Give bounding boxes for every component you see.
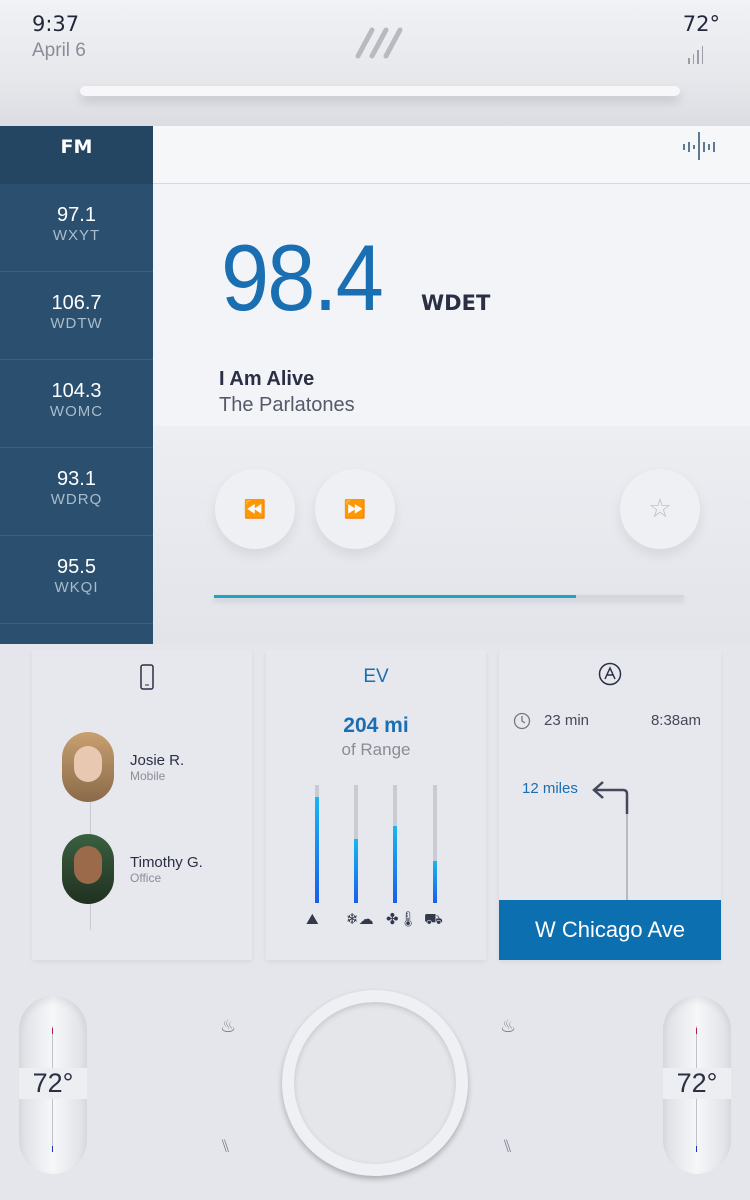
arrival-time: 8:38am [650, 712, 701, 729]
contact-type: Mobile [130, 768, 166, 783]
rear-defrost-icon[interactable]: ♨ [500, 1016, 517, 1037]
radio-panel: FM 97.1 WXYT 106.7 WDTW 104.3 WOMC 93.1 WDRQ… [0, 126, 750, 644]
weather-icon: ❄☁ [346, 910, 374, 928]
band-label[interactable]: FM [0, 126, 153, 184]
clock-icon [513, 712, 531, 730]
turn-left-icon [592, 781, 629, 900]
climate-knob[interactable] [282, 990, 468, 1176]
preset-call: WOMC [49, 403, 104, 420]
outside-temperature: 72° [682, 12, 720, 36]
progress-fill [214, 595, 576, 598]
divider [80, 86, 680, 96]
front-defrost-icon[interactable]: ♨ [220, 1016, 237, 1037]
preset-call: WKQI [54, 579, 99, 596]
favorite-button[interactable]: ☆ [620, 469, 700, 549]
phone-card: Josie R. Mobile Timothy G. Office [32, 650, 252, 960]
contact-name: Timothy G. [130, 853, 203, 871]
fast-forward-icon: ⏩ [343, 498, 367, 520]
range-bar [315, 785, 319, 903]
avatar [62, 834, 114, 904]
preset-call: WDRQ [50, 491, 103, 508]
range-label: of Range [341, 740, 411, 759]
trip-duration: 23 min [544, 712, 590, 729]
right-temperature: 72° [663, 1068, 731, 1099]
range-bar-fill [393, 826, 397, 903]
current-station: WDET [421, 291, 491, 315]
preset-item[interactable]: 93.1 WDRQ [0, 448, 153, 536]
range-bar [393, 785, 397, 903]
fast-forward-button[interactable]: ⏩ [315, 469, 395, 549]
progress-bar[interactable] [214, 595, 684, 598]
car-icon: ⛟ [424, 910, 443, 928]
preset-list: FM 97.1 WXYT 106.7 WDTW 104.3 WOMC 93.1 WDRQ… [0, 126, 153, 644]
audio-wave-icon[interactable] [682, 132, 718, 160]
song-title: I Am Alive [219, 368, 315, 390]
rewind-icon: ⏪ [243, 498, 267, 520]
star-icon: ☆ [648, 494, 672, 524]
range-bar-fill [315, 796, 319, 903]
current-frequency: 98.4 [220, 225, 384, 330]
contact-item[interactable]: Timothy G. Office [62, 834, 203, 904]
navigation-icon[interactable] [598, 662, 622, 686]
preset-item[interactable]: 95.5 WKQI [0, 536, 153, 624]
range-bar [354, 785, 358, 903]
range-bar [433, 785, 437, 903]
status-bar: 9:37 April 6 72° [0, 0, 750, 126]
street-name[interactable]: W Chicago Ave [499, 900, 721, 960]
mountain-icon: ⛰ [306, 910, 319, 928]
clock: 9:37 [32, 12, 80, 36]
navigation-card: 23 min 8:38am 12 miles W Chicago Ave [499, 650, 721, 960]
range-value: 204 mi [343, 714, 409, 737]
preset-item[interactable]: 104.3 WOMC [0, 360, 153, 448]
climate-icon: ✤🌡 [386, 910, 418, 928]
contact-name: Josie R. [130, 751, 185, 769]
contact-type: Office [130, 870, 162, 885]
left-temperature: 72° [19, 1068, 87, 1099]
range-bar-fill [433, 860, 437, 903]
ev-card: EV 204 mi of Range ⛰ ❄☁ ✤🌡 ⛟ [266, 650, 486, 960]
contact-item[interactable]: Josie R. Mobile [62, 732, 184, 802]
left-temperature-control[interactable]: 72° [19, 996, 87, 1174]
preset-call: WXYT [52, 227, 101, 244]
preset-freq: 93.1 [57, 468, 96, 490]
range-bar-fill [354, 839, 358, 903]
ev-title: EV [363, 666, 389, 687]
preset-call: WDTW [50, 315, 103, 332]
heated-seat-right-icon[interactable]: ⑊ [502, 1136, 513, 1157]
turn-distance: 12 miles [522, 780, 578, 797]
phone-icon[interactable] [140, 664, 154, 690]
preset-item[interactable]: 106.7 WDTW [0, 272, 153, 360]
rewind-button[interactable]: ⏪ [215, 469, 295, 549]
preset-freq: 104.3 [51, 380, 102, 402]
preset-freq: 95.5 [57, 556, 96, 578]
signal-bars-icon [688, 44, 710, 64]
radio-header [153, 126, 750, 184]
artist-name: The Parlatones [219, 394, 355, 416]
brand-logo-icon [355, 27, 403, 59]
avatar [62, 732, 114, 802]
preset-freq: 97.1 [57, 204, 96, 226]
preset-item[interactable]: 97.1 WXYT [0, 184, 153, 272]
date: April 6 [32, 40, 86, 61]
preset-freq: 106.7 [51, 292, 102, 314]
heated-seat-left-icon[interactable]: ⑊ [220, 1136, 231, 1157]
right-temperature-control[interactable]: 72° [663, 996, 731, 1174]
